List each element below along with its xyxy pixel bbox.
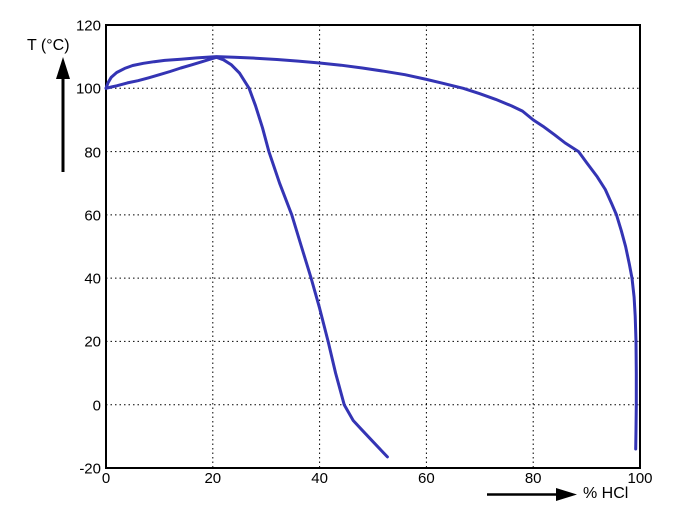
plot-border xyxy=(105,24,641,469)
y-tick-label: 80 xyxy=(84,144,101,162)
y-tick-label: -20 xyxy=(79,460,101,478)
y-tick-label: 60 xyxy=(84,207,101,225)
x-tick-label: 60 xyxy=(418,470,435,487)
y-tick-label: 40 xyxy=(84,270,101,288)
y-tick-label: 120 xyxy=(75,17,101,35)
x-tick-label: 40 xyxy=(311,470,328,487)
x-axis-title: % HCl xyxy=(583,485,629,502)
y-axis-up-arrow-icon xyxy=(56,57,70,172)
x-tick-label: 100 xyxy=(627,470,653,487)
y-axis-title: T (°C) xyxy=(27,37,70,54)
x-tick-label: 80 xyxy=(524,470,542,487)
y-tick-label: 100 xyxy=(75,80,101,98)
x-axis-right-arrow-icon xyxy=(487,488,577,501)
y-tick-label: 20 xyxy=(84,333,101,351)
y-tick-label: 0 xyxy=(92,397,101,415)
x-tick-label: 0 xyxy=(101,470,111,487)
x-tick-label: 20 xyxy=(204,470,222,487)
vapor-dew-curve xyxy=(104,55,638,451)
liquid-boiling-curve xyxy=(104,55,389,459)
